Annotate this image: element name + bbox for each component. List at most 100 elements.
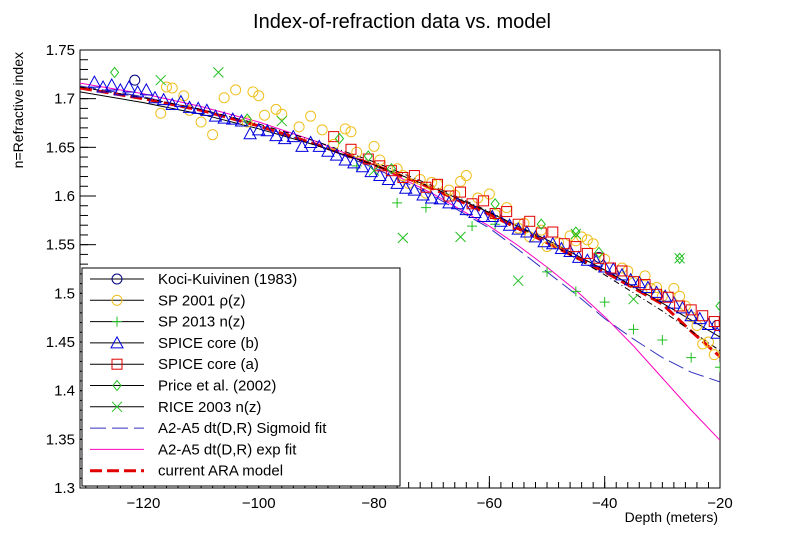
y-axis-label: n=Refractive index — [10, 52, 26, 168]
data-point-s2 — [599, 297, 610, 308]
data-point-s2 — [392, 197, 403, 208]
data-point-s1 — [316, 124, 328, 136]
data-point-s4 — [466, 198, 478, 210]
data-point-s3 — [589, 254, 603, 267]
data-point-s3 — [554, 241, 569, 255]
data-point-s1 — [160, 81, 172, 93]
data-point-s3 — [632, 275, 647, 289]
data-point-s5 — [571, 226, 581, 238]
data-point-s5 — [242, 113, 252, 125]
data-point-s3 — [156, 92, 171, 106]
data-point-s1 — [697, 338, 709, 350]
data-point-s4 — [397, 172, 409, 184]
x-tick-label: −20 — [707, 495, 732, 512]
data-point-s1 — [218, 92, 230, 104]
legend-label: Price et al. (2002) — [158, 378, 276, 395]
data-point-s3 — [191, 101, 206, 114]
x-tick-label: −100 — [242, 495, 276, 512]
data-point-s1 — [368, 140, 380, 152]
data-point-s3 — [494, 214, 508, 227]
data-point-s5 — [715, 300, 720, 312]
data-point-s6 — [276, 115, 288, 127]
data-point-s3 — [251, 122, 266, 136]
data-point-s4 — [535, 227, 547, 239]
data-point-s1 — [668, 282, 680, 294]
data-point-s6 — [213, 67, 224, 78]
data-point-s4 — [662, 291, 674, 303]
data-point-s3 — [537, 234, 551, 248]
data-point-s3 — [277, 131, 292, 145]
y-tick-label: 1.35 — [46, 431, 75, 448]
data-point-s3 — [476, 209, 491, 222]
data-point-s1 — [414, 173, 426, 185]
data-point-s1 — [276, 108, 288, 120]
data-point-s4 — [524, 215, 536, 227]
data-point-s1 — [570, 235, 582, 247]
legend-label: Koci-Kuivinen (1983) — [158, 271, 297, 288]
data-point-s6 — [570, 228, 582, 240]
data-point-s3 — [416, 187, 430, 201]
data-point-s1 — [207, 129, 219, 141]
data-point-s2 — [657, 335, 668, 346]
data-point-s3 — [520, 224, 534, 238]
data-point-s2 — [686, 352, 697, 363]
data-point-s3 — [113, 82, 128, 96]
data-point-s2 — [570, 286, 581, 297]
data-point-s6 — [455, 231, 466, 243]
data-point-s4 — [708, 316, 720, 328]
data-point-s1 — [708, 349, 720, 361]
data-point-s3 — [381, 172, 396, 185]
legend-label: SPICE core (b) — [158, 335, 259, 352]
data-point-s1 — [328, 138, 340, 150]
data-point-s2 — [420, 202, 431, 213]
x-tick-label: −40 — [592, 495, 617, 512]
data-point-s4 — [362, 153, 374, 165]
data-point-s3 — [355, 159, 370, 173]
data-point-s1 — [518, 217, 530, 229]
data-point-s4 — [420, 181, 432, 193]
data-point-s3 — [502, 218, 517, 231]
data-point-s5 — [594, 246, 604, 259]
data-point-s1 — [345, 126, 357, 138]
legend-marker — [110, 335, 124, 349]
y-tick-label: 1.5 — [54, 285, 75, 302]
data-point-s3 — [701, 317, 716, 330]
series-line-8 — [80, 82, 720, 441]
data-point-s4 — [604, 262, 616, 274]
legend-label: A2-A5 dt(D,R) Sigmoid fit — [158, 420, 327, 437]
data-point-s3 — [606, 261, 621, 275]
data-point-s1 — [581, 234, 593, 246]
data-point-s1 — [351, 146, 363, 158]
data-point-s3 — [641, 280, 655, 293]
data-point-s3 — [528, 229, 543, 243]
legend-label: SPICE core (a) — [158, 356, 259, 373]
data-point-s4 — [628, 276, 640, 288]
data-point-s3 — [407, 183, 422, 196]
data-point-s3 — [623, 272, 638, 286]
x-tick-label: −120 — [127, 495, 161, 512]
data-point-s4 — [345, 143, 357, 155]
data-point-s3 — [468, 205, 482, 219]
data-points — [87, 66, 720, 373]
data-point-s1 — [483, 188, 495, 200]
data-point-s4 — [408, 170, 420, 182]
data-point-s2 — [467, 221, 478, 232]
data-point-s1 — [339, 123, 351, 135]
data-point-s1 — [702, 336, 714, 348]
data-point-s5 — [674, 252, 685, 265]
data-point-s6 — [628, 293, 639, 305]
data-point-s3 — [139, 82, 154, 96]
data-point-s2 — [542, 266, 553, 277]
legend-marker — [111, 401, 123, 413]
data-point-s6 — [368, 165, 380, 177]
data-point-s3 — [104, 77, 119, 91]
legend-label: RICE 2003 n(z) — [158, 399, 261, 416]
data-point-s1 — [391, 163, 403, 175]
data-point-s3 — [165, 97, 180, 111]
data-point-s4 — [685, 304, 697, 316]
data-point-s3 — [580, 253, 595, 266]
data-point-s0 — [129, 74, 141, 86]
y-axis: 1.3 1.35 1.4 1.45 1.5 1.55 1.6 1.65 1.7 1.75 — [46, 42, 96, 497]
data-point-s3 — [692, 311, 707, 325]
